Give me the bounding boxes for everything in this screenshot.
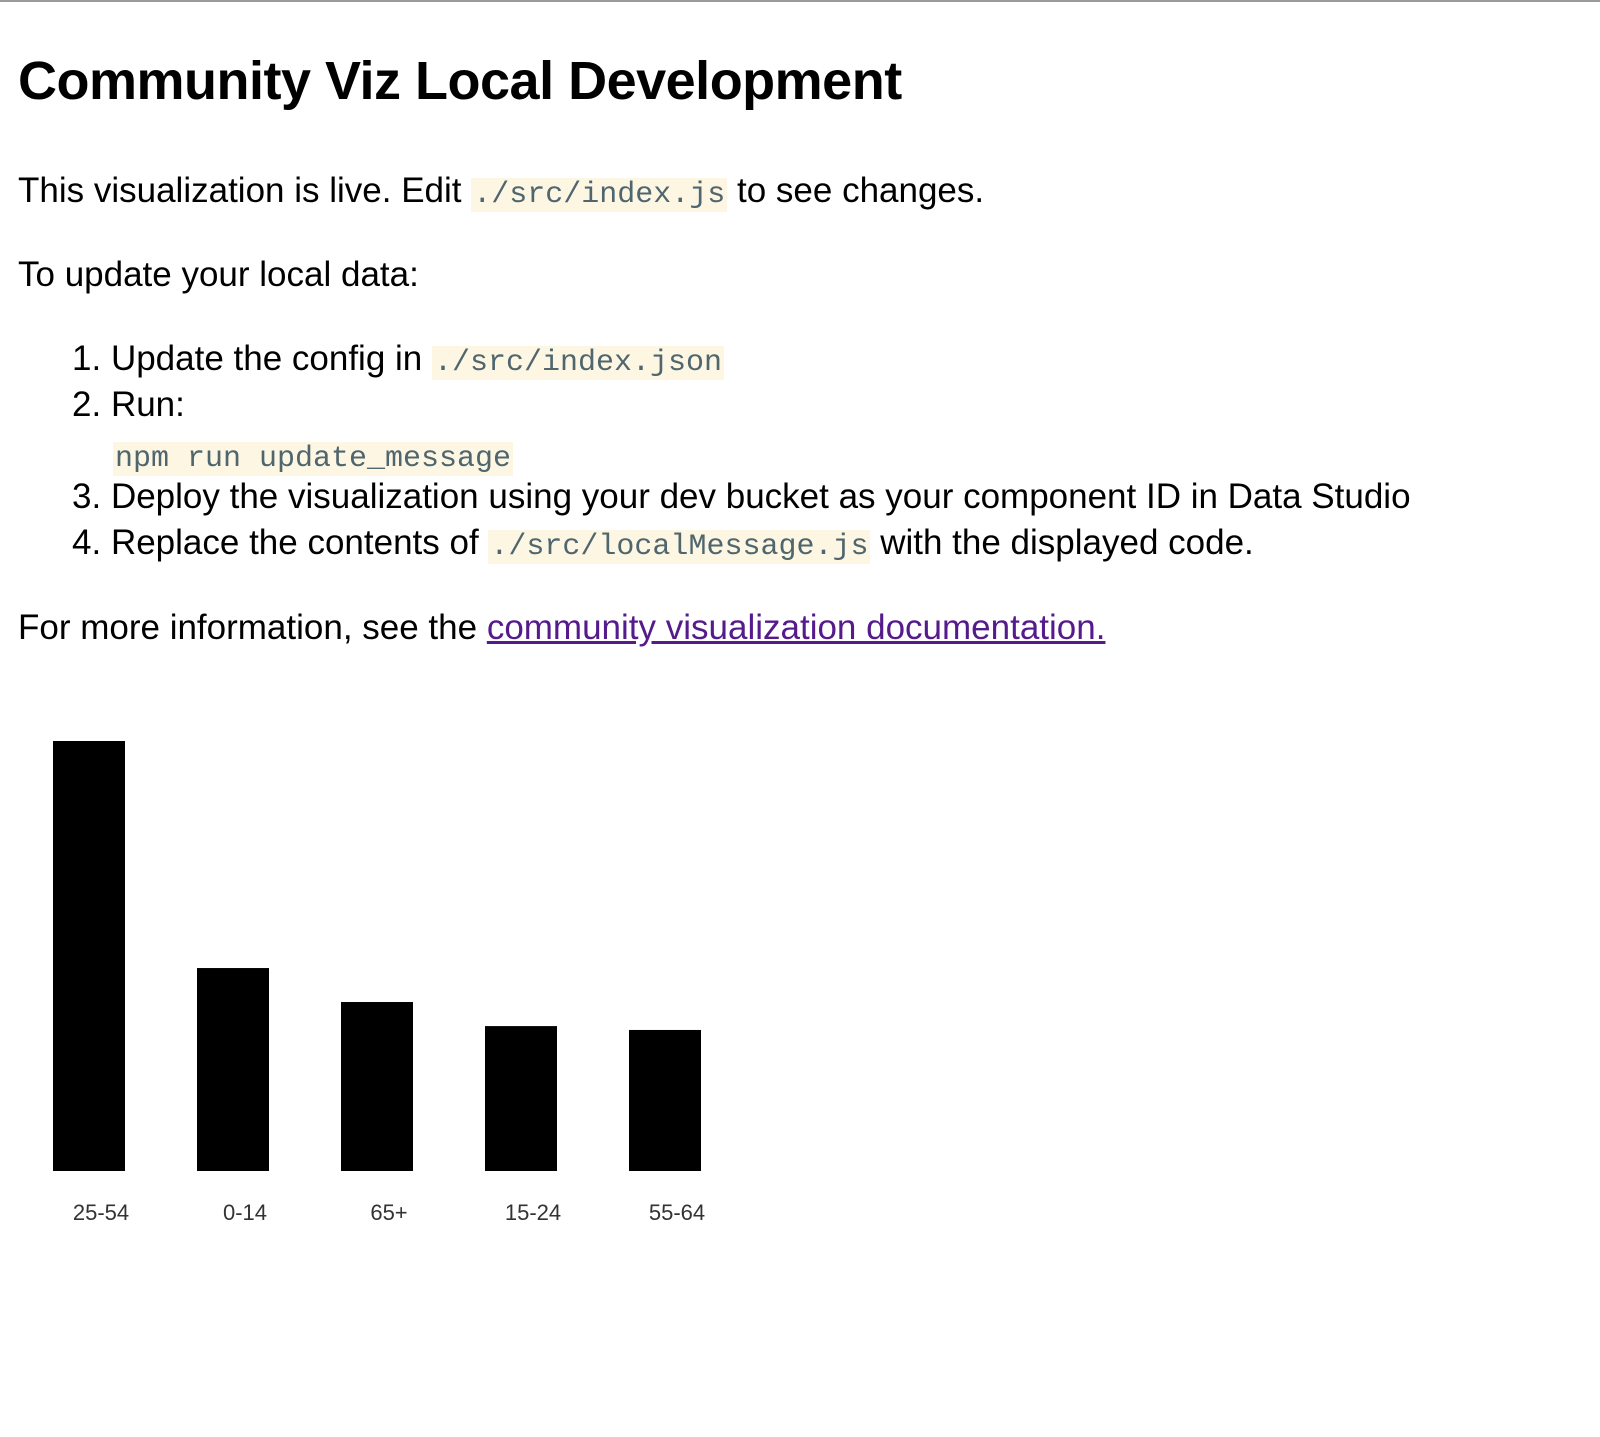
code-index-json: ./src/index.json bbox=[432, 346, 725, 380]
bar-0-14 bbox=[197, 968, 269, 1171]
x-tick-label: 0-14 bbox=[223, 1200, 267, 1225]
documentation-link[interactable]: community visualization documentation. bbox=[486, 608, 1106, 647]
list-item: 1. Update the config in ./src/index.json bbox=[72, 336, 725, 386]
x-tick-label: 15-24 bbox=[505, 1200, 561, 1225]
list-item: 2. Run: bbox=[72, 382, 185, 428]
step-text: Deploy the visualization using your dev … bbox=[110, 477, 1411, 516]
intro-text: This visualization is live. Edit bbox=[18, 171, 472, 210]
command-block: npm run update_message bbox=[113, 432, 514, 482]
bar-55-64 bbox=[629, 1029, 701, 1171]
x-tick-label: 25-54 bbox=[73, 1200, 129, 1225]
bar-65+ bbox=[341, 1002, 413, 1171]
step-text: Replace the contents of bbox=[110, 523, 489, 562]
code-npm-command: npm run update_message bbox=[113, 442, 514, 476]
intro-text-after: to see changes. bbox=[727, 171, 985, 210]
code-localmessage-js: ./src/localMessage.js bbox=[488, 530, 871, 564]
page-title: Community Viz Local Development bbox=[18, 51, 902, 111]
list-item: 4. Replace the contents of ./src/localMe… bbox=[72, 520, 1254, 570]
bar-15-24 bbox=[485, 1026, 557, 1171]
update-heading: To update your local data: bbox=[18, 255, 419, 294]
step-number: 4. bbox=[72, 523, 102, 562]
step-text-after: with the displayed code. bbox=[870, 523, 1254, 562]
code-index-js: ./src/index.js bbox=[471, 178, 728, 212]
step-number: 2. bbox=[72, 385, 102, 424]
bar-25-54 bbox=[53, 741, 125, 1171]
more-info-text: For more information, see the bbox=[18, 608, 487, 647]
intro-paragraph: This visualization is live. Edit ./src/i… bbox=[18, 168, 984, 218]
x-tick-label: 65+ bbox=[370, 1200, 407, 1225]
x-tick-label: 55-64 bbox=[649, 1200, 705, 1225]
step-text: Update the config in bbox=[110, 339, 432, 378]
list-item: 3. Deploy the visualization using your d… bbox=[72, 474, 1411, 520]
step-number: 1. bbox=[72, 339, 102, 378]
step-number: 3. bbox=[72, 477, 102, 516]
more-info-paragraph: For more information, see the community … bbox=[18, 605, 1105, 651]
step-text: Run: bbox=[110, 385, 185, 424]
